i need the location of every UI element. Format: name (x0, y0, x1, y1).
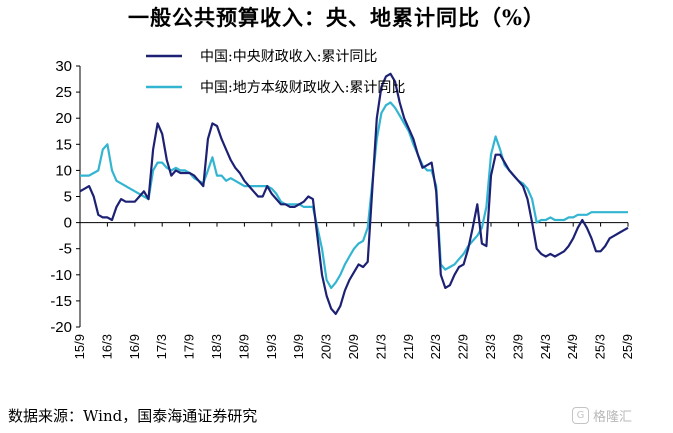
watermark: G 格隆汇 (572, 406, 632, 425)
y-axis: 30 25 20 15 10 5 0 -5 -10 -15 -20 (50, 58, 81, 336)
x-tick-label: 16/9 (127, 334, 142, 359)
y-tick-label: 25 (55, 84, 72, 101)
x-tick-label: 20/3 (319, 334, 334, 359)
x-tick-label: 17/3 (154, 334, 169, 359)
x-tick-label: 18/3 (209, 334, 224, 359)
series-lines (79, 72, 629, 315)
x-tick-label: 19/9 (291, 334, 306, 359)
legend: 中国:中央财政收入:累计同比 中国:地方本级财政收入:累计同比 (146, 49, 405, 96)
x-tick-label: 24/3 (538, 334, 553, 359)
x-tick-label: 15/9 (72, 334, 87, 359)
watermark-text: 格隆汇 (593, 410, 633, 425)
x-tick-label: 23/3 (483, 334, 498, 359)
watermark-logo-icon: G (572, 407, 589, 424)
x-tick-label: 21/3 (373, 334, 388, 359)
series-line-local (80, 101, 628, 289)
y-tick-label: 10 (55, 162, 72, 179)
x-tick-label: 24/9 (565, 334, 580, 359)
x-tick-label: 22/3 (428, 334, 443, 359)
x-tick-label: 25/9 (620, 334, 635, 359)
x-tick-label: 17/9 (182, 334, 197, 359)
x-tick-label: 22/9 (456, 334, 471, 359)
y-tick-label: -15 (50, 293, 72, 310)
legend-label-central: 中国:中央财政收入:累计同比 (200, 49, 377, 65)
x-tick-label: 16/3 (99, 334, 114, 359)
x-tick-label: 19/3 (264, 334, 279, 359)
y-tick-label: 20 (55, 110, 72, 127)
series-line-central (79, 72, 629, 315)
x-tick-label: 23/9 (510, 334, 525, 359)
y-tick-label: -5 (59, 241, 72, 258)
y-tick-label: -10 (50, 267, 72, 284)
y-tick-label: -20 (50, 319, 72, 336)
x-tick-label: 20/9 (346, 334, 361, 359)
x-tick-label: 25/3 (593, 334, 608, 359)
y-tick-label: 0 (64, 215, 72, 232)
chart-title: 一般公共预算收入：央、地累计同比（%） (128, 5, 545, 30)
y-tick-label: 30 (55, 58, 72, 75)
x-tick-label: 18/9 (236, 334, 251, 359)
source-note: 数据来源：Wind，国泰海通证券研究 (8, 407, 258, 425)
x-tick-label: 21/9 (401, 334, 416, 359)
x-axis: 15/9 16/3 16/9 17/3 17/9 18/3 18/9 19/3 19/9 20/3… (72, 222, 635, 359)
y-tick-label: 5 (64, 189, 72, 206)
y-tick-label: 15 (55, 136, 72, 153)
legend-label-local: 中国:地方本级财政收入:累计同比 (200, 80, 405, 96)
